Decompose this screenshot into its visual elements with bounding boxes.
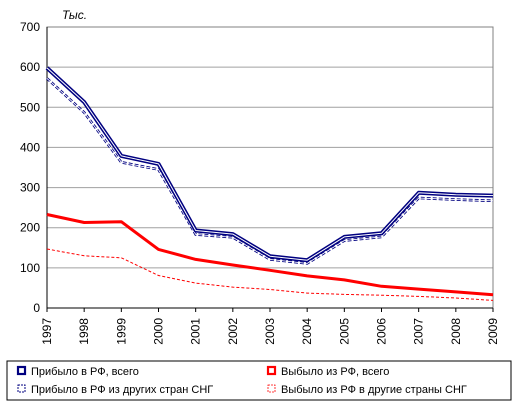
legend-swatch	[17, 384, 26, 393]
y-tick-label: 0	[33, 301, 40, 315]
data-point	[194, 282, 196, 284]
y-tick-label: 700	[20, 20, 40, 34]
data-point	[120, 257, 122, 259]
data-point	[157, 163, 159, 165]
y-tick-label: 100	[20, 261, 40, 275]
data-point	[269, 288, 271, 290]
data-point	[306, 262, 308, 264]
data-point	[232, 264, 234, 266]
axes: 0 100 200 300 400 500 600 700 1997 1998 1999 2000 20…	[20, 20, 500, 345]
data-point	[194, 258, 196, 260]
legend-item: Выбыло из РФ, всего	[266, 365, 389, 378]
legend-label: Прибыло в РФ, всего	[31, 366, 139, 378]
data-point	[120, 155, 122, 157]
data-point	[492, 200, 494, 202]
legend-label: Прибыло в РФ из других стран СНГ	[31, 384, 213, 396]
x-tick-label: 2004	[300, 318, 314, 345]
data-point	[343, 236, 345, 238]
data-point	[417, 295, 419, 297]
data-point	[380, 236, 382, 238]
series-line-inner	[46, 78, 494, 264]
y-tick-label: 300	[20, 181, 40, 195]
data-point	[83, 101, 85, 103]
legend-box	[6, 360, 512, 401]
data-point	[46, 67, 48, 69]
x-tick-label: 2009	[486, 318, 500, 345]
x-tick-label: 1997	[40, 318, 54, 345]
y-tick-label: 400	[20, 140, 40, 154]
data-point	[232, 233, 234, 235]
data-point	[83, 111, 85, 113]
data-point	[83, 221, 85, 223]
data-point	[492, 194, 494, 196]
legend-swatch	[266, 365, 277, 376]
data-point	[417, 192, 419, 194]
legend-label: Выбыло из РФ, всего	[281, 366, 389, 378]
data-point	[194, 233, 196, 235]
data-point	[492, 294, 494, 296]
data-point	[492, 299, 494, 301]
x-tick-label: 2003	[263, 318, 277, 345]
data-point	[380, 294, 382, 296]
legend-item: Прибыло в РФ, всего	[16, 365, 139, 378]
x-tick-label: 1999	[114, 318, 128, 345]
y-tick-label: 500	[20, 100, 40, 114]
data-point	[455, 194, 457, 196]
data-point	[455, 297, 457, 299]
data-point	[269, 255, 271, 257]
series-line-inner	[46, 67, 494, 261]
data-point	[343, 293, 345, 295]
data-point	[83, 255, 85, 257]
unit-label: Тыс.	[62, 8, 87, 22]
data-point	[269, 269, 271, 271]
series	[45, 66, 494, 301]
series-3	[46, 248, 494, 301]
data-point	[157, 248, 159, 250]
x-tick-label: 2005	[337, 318, 351, 345]
data-point	[306, 259, 308, 261]
legend: Прибыло в РФ, всего Выбыло из РФ, всего Пр…	[16, 365, 467, 396]
legend-item: Прибыло в РФ из других стран СНГ	[17, 384, 213, 396]
plot-area	[47, 27, 493, 308]
data-point	[269, 258, 271, 260]
data-point	[380, 232, 382, 234]
x-tick-label: 1998	[77, 318, 91, 345]
x-tick-label: 2001	[189, 318, 203, 345]
data-point	[157, 274, 159, 276]
x-tick-label: 2008	[449, 318, 463, 345]
data-point	[120, 161, 122, 163]
data-point	[232, 286, 234, 288]
legend-label: Выбыло из РФ в другие страны СНГ	[281, 384, 467, 396]
data-point	[380, 285, 382, 287]
y-tick-label: 600	[20, 60, 40, 74]
data-point	[46, 213, 48, 215]
y-tick-label: 200	[20, 221, 40, 235]
series-line	[46, 248, 494, 301]
data-point	[120, 220, 122, 222]
data-point	[306, 292, 308, 294]
x-tick-label: 2007	[412, 318, 426, 345]
series-2	[46, 213, 494, 297]
legend-swatch	[16, 365, 27, 376]
data-point	[455, 291, 457, 293]
data-point	[46, 77, 48, 79]
data-point	[455, 198, 457, 200]
x-tick-label: 2000	[152, 318, 166, 345]
x-tick-label: 2002	[226, 318, 240, 345]
data-point	[46, 248, 48, 250]
legend-swatch	[267, 384, 276, 393]
data-point	[417, 197, 419, 199]
data-point	[306, 275, 308, 277]
data-point	[343, 279, 345, 281]
x-tick-label: 2006	[375, 318, 389, 345]
data-point	[417, 288, 419, 290]
series-1	[46, 77, 494, 265]
legend-item: Выбыло из РФ в другие страны СНГ	[267, 384, 467, 396]
series-line	[46, 213, 494, 297]
series-0	[45, 66, 494, 263]
data-point	[194, 229, 196, 231]
